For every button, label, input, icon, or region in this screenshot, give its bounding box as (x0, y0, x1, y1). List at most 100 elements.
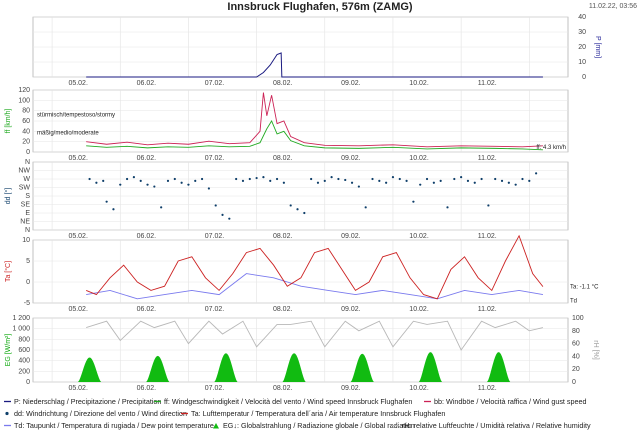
radiation-area (214, 353, 238, 382)
wind-speed-series-line (86, 120, 543, 151)
humidity-ytick-label: 80 (572, 328, 580, 335)
direction-point (350, 181, 354, 184)
direction-point (282, 181, 285, 184)
precip-ytick-label: 20 (578, 44, 586, 51)
temperature-xtick-label: 10.02. (409, 306, 429, 313)
radiation-ytick-label: 1 000 (12, 326, 30, 333)
radiation-ytick-label: 1 200 (12, 315, 30, 322)
chart-legend: P: Niederschlag / Precipitazione / Preci… (4, 397, 591, 430)
direction-point (460, 176, 463, 179)
direction-point (344, 178, 347, 182)
wind-ytick-label: 120 (18, 87, 30, 94)
direction-point (125, 177, 129, 181)
wind-xtick-label: 05.02. (68, 155, 88, 162)
direction-point (88, 177, 91, 181)
radiation-xtick-label: 10.02. (409, 385, 429, 392)
legend-entry-label: dd: Windrichtung / Direzione del vento /… (14, 409, 187, 418)
radiation-axis-label: EG [W/m²] (5, 334, 12, 367)
direction-point (194, 179, 197, 182)
radiation-xtick-label: 07.02. (205, 385, 225, 392)
humidity-axis-label: rH [%] (592, 340, 599, 360)
direction-point (221, 213, 224, 216)
direction-point (166, 179, 170, 182)
direction-point (262, 176, 265, 179)
direction-point (296, 208, 299, 211)
direction-point (528, 179, 531, 182)
legend-entry-label: Td: Taupunkt / Temperatura di rugiada / … (14, 421, 214, 430)
direction-point (371, 177, 374, 181)
humidity-series-line (86, 320, 544, 351)
precip-xtick-label: 06.02. (137, 80, 157, 87)
direction-point (494, 177, 497, 181)
direction-point (439, 179, 442, 182)
direction-ytick-label: NW (18, 168, 30, 175)
direction-point (228, 217, 231, 220)
precip-axis-label: P [mm] (594, 36, 601, 58)
precip-xtick-label: 10.02. (409, 80, 429, 87)
direction-point (255, 176, 258, 180)
wind-axis-label: ff [km/h] (5, 109, 12, 134)
temperature-xtick-label: 06.02. (137, 306, 157, 313)
legend-entry-label: rH: relative Luftfeuchte / Umidità relat… (402, 421, 591, 430)
temperature-xtick-label: 09.02. (341, 306, 361, 313)
temperature-xtick-label: 11.02. (478, 306, 497, 313)
temperature-ytick-label: 0 (26, 279, 30, 286)
wind-annotation-moderate: mäßig/medio/moderate (37, 130, 99, 136)
radiation-ytick-label: 800 (18, 336, 30, 343)
radiation-area (77, 357, 102, 382)
direction-ytick-label: SE (21, 202, 31, 209)
radiation-area (282, 353, 306, 382)
wind-xtick-label: 09.02. (341, 155, 361, 162)
direction-ytick-label: N (25, 159, 30, 166)
timestamp: 11.02.22, 03:56 (589, 3, 637, 10)
temperature-ytick-label: -5 (24, 300, 30, 307)
humidity-ytick-label: 100 (572, 315, 584, 322)
radiation-xtick-label: 06.02. (137, 385, 157, 392)
direction-point (391, 176, 395, 179)
direction-point (330, 176, 333, 179)
chart-panels: 0 10 20 30 40 P [mm] 05.02. 06.02. 07.02. 08.02. 0… (4, 14, 601, 392)
precip-ytick-label: 10 (578, 59, 586, 66)
radiation-area (350, 353, 374, 382)
direction-point (466, 179, 470, 182)
direction-point (535, 172, 538, 175)
direction-point (102, 179, 105, 182)
direction-point (487, 204, 490, 207)
direction-point (132, 176, 135, 179)
direction-ytick-label: NE (20, 219, 30, 226)
precip-xtick-label: 11.02. (478, 80, 497, 87)
direction-point (405, 179, 408, 182)
direction-point (248, 177, 251, 181)
direction-point (412, 200, 415, 203)
direction-point (146, 183, 149, 186)
direction-point (153, 185, 156, 188)
direction-point (364, 206, 367, 209)
wind-ytick-label: 80 (22, 108, 30, 115)
precip-ytick-label: 0 (582, 74, 586, 81)
legend-entry-label: bb: Windböe / Velocità raffica / Wind gu… (434, 397, 587, 406)
wind-xtick-label: 10.02. (409, 155, 429, 162)
wind-xtick-label: 07.02. (205, 155, 225, 162)
wind-current-label: ff: 4.3 km/h (536, 145, 566, 151)
direction-xtick-label: 05.02. (68, 233, 88, 240)
direction-point (419, 183, 422, 186)
radiation-ytick-label: 600 (18, 347, 30, 354)
legend-entry-label: ff: Windgeschwindigkeit / Velocità del v… (164, 397, 412, 406)
precip-xtick-label: 08.02. (273, 80, 293, 87)
legend-entry-label: Ta: Lufttemperatur / Temperatura dell´ar… (191, 409, 445, 418)
wind-xtick-label: 06.02. (137, 155, 157, 162)
direction-point (446, 206, 449, 209)
direction-point (200, 177, 204, 181)
direction-ytick-label: E (25, 210, 30, 217)
dewpoint-current-label: Td (570, 299, 577, 305)
humidity-ytick-label: 20 (572, 366, 580, 373)
temperature-xtick-label: 08.02. (273, 306, 293, 313)
direction-point (507, 181, 510, 184)
direction-point (473, 181, 476, 184)
radiation-ytick-label: 200 (18, 368, 30, 375)
direction-point (214, 204, 217, 207)
radiation-area (146, 355, 170, 382)
radiation-ytick-label: 0 (26, 379, 30, 386)
humidity-ytick-label: 0 (572, 379, 576, 386)
